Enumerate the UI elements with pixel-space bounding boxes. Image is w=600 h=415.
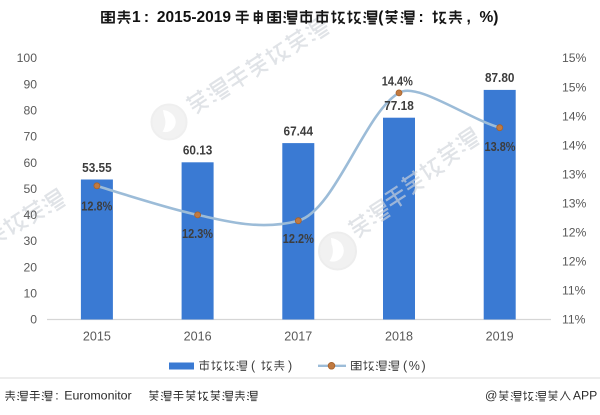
svg-text:): ) xyxy=(288,359,292,373)
svg-text:12%: 12% xyxy=(562,255,587,269)
svg-text:53.55: 53.55 xyxy=(82,161,112,175)
svg-text:13%: 13% xyxy=(562,167,587,181)
svg-text:20: 20 xyxy=(23,260,37,274)
svg-text:100: 100 xyxy=(17,51,38,65)
svg-text:2016: 2016 xyxy=(184,330,212,344)
svg-text:40: 40 xyxy=(23,208,37,222)
svg-text:67.44: 67.44 xyxy=(284,124,314,138)
svg-text:10: 10 xyxy=(23,287,37,301)
svg-text:%): %) xyxy=(480,9,499,26)
svg-text:50: 50 xyxy=(23,182,37,196)
svg-text:70: 70 xyxy=(23,130,37,144)
svg-text:87.80: 87.80 xyxy=(485,71,515,85)
svg-text:12.2%: 12.2% xyxy=(283,232,314,246)
svg-text:13.8%: 13.8% xyxy=(485,140,516,154)
svg-text:15%: 15% xyxy=(562,80,587,94)
svg-text:60.13: 60.13 xyxy=(183,144,213,158)
svg-text:30: 30 xyxy=(23,234,37,248)
svg-text:(: ( xyxy=(251,359,256,373)
svg-text:1: 1 xyxy=(132,9,141,26)
svg-text:77.18: 77.18 xyxy=(384,99,414,113)
svg-text:2018: 2018 xyxy=(385,330,413,344)
svg-text:0: 0 xyxy=(30,313,37,327)
svg-text:12.8%: 12.8% xyxy=(81,199,112,213)
svg-text:11%: 11% xyxy=(562,313,586,327)
svg-text::: : xyxy=(144,9,149,26)
svg-text:APP: APP xyxy=(573,389,597,403)
svg-text:(%): (%) xyxy=(403,359,427,373)
svg-text:90: 90 xyxy=(23,77,37,91)
svg-text:80: 80 xyxy=(23,104,37,118)
svg-text:2015: 2015 xyxy=(83,330,111,344)
svg-text:2019: 2019 xyxy=(486,330,514,344)
svg-text:60: 60 xyxy=(23,156,37,170)
svg-text:2015-2019: 2015-2019 xyxy=(157,9,232,26)
svg-text:15%: 15% xyxy=(562,51,587,65)
svg-text:2017: 2017 xyxy=(284,330,312,344)
svg-text:Euromonitor: Euromonitor xyxy=(64,389,132,403)
svg-text::: : xyxy=(419,9,424,26)
svg-text:13%: 13% xyxy=(562,197,587,211)
svg-text:12%: 12% xyxy=(562,226,587,240)
svg-text:11%: 11% xyxy=(562,284,586,298)
svg-text:14%: 14% xyxy=(562,109,587,123)
svg-text:14.4%: 14.4% xyxy=(382,75,413,89)
svg-text:(: ( xyxy=(378,9,384,26)
svg-text:@: @ xyxy=(485,389,497,403)
svg-text:14%: 14% xyxy=(562,138,587,152)
svg-text::: : xyxy=(55,389,58,403)
svg-text:12.3%: 12.3% xyxy=(182,227,213,241)
svg-text:,: , xyxy=(467,9,471,26)
